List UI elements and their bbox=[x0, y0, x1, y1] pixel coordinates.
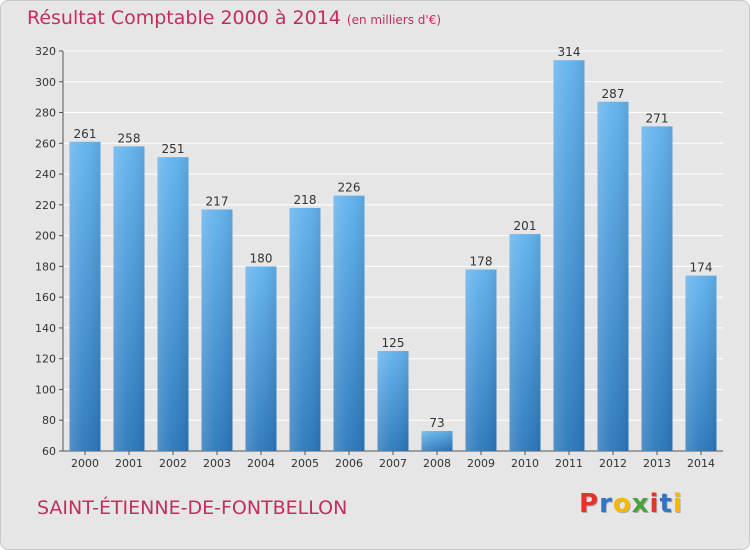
ytick-label-80: 80 bbox=[42, 414, 56, 427]
value-label-2002: 251 bbox=[162, 142, 185, 156]
bar-shine-2012 bbox=[597, 101, 629, 452]
commune-name: SAINT-ÉTIENNE-DE-FONTBELLON bbox=[37, 497, 348, 519]
bar-shine-2002 bbox=[157, 157, 189, 451]
logo-letter: t bbox=[659, 489, 673, 519]
label-layer: 60 80 100 120 140 160 180 200 220 240 260 280 300 320… bbox=[35, 45, 715, 470]
ytick-label-320: 320 bbox=[35, 45, 56, 58]
title-unit: (en milliers d'€) bbox=[346, 13, 442, 27]
bar-shine-2006 bbox=[333, 195, 365, 451]
bar-shine-2010 bbox=[509, 234, 541, 451]
value-label-2014: 174 bbox=[690, 261, 713, 275]
xtick-label-2001: 2001 bbox=[115, 457, 143, 470]
xtick-label-2004: 2004 bbox=[247, 457, 275, 470]
value-label-2003: 217 bbox=[206, 194, 229, 208]
logo-letter: r bbox=[599, 489, 613, 519]
value-label-2007: 125 bbox=[382, 336, 405, 350]
title-text: Résultat Comptable 2000 à 2014 bbox=[27, 7, 341, 29]
value-label-2009: 178 bbox=[470, 254, 493, 268]
xtick-label-2003: 2003 bbox=[203, 457, 231, 470]
bar-shine-2000 bbox=[69, 141, 101, 451]
logo-letter: P bbox=[579, 489, 600, 519]
value-label-2004: 180 bbox=[250, 251, 273, 265]
value-label-2012: 287 bbox=[602, 87, 625, 101]
xtick-label-2014: 2014 bbox=[687, 457, 715, 470]
bar-shine-2013 bbox=[641, 126, 673, 451]
ytick-label-300: 300 bbox=[35, 76, 56, 89]
bar-layer bbox=[69, 60, 717, 452]
xtick-label-2011: 2011 bbox=[555, 457, 583, 470]
bar-shine-2009 bbox=[465, 269, 497, 451]
xtick-label-2002: 2002 bbox=[159, 457, 187, 470]
value-label-2010: 201 bbox=[514, 219, 537, 233]
value-label-2005: 218 bbox=[294, 193, 317, 207]
logo-letter: x bbox=[631, 489, 650, 519]
xtick-label-2013: 2013 bbox=[643, 457, 671, 470]
ytick-label-220: 220 bbox=[35, 199, 56, 212]
logo-letter: i bbox=[672, 489, 683, 519]
bar-shine-2004 bbox=[245, 266, 277, 451]
ytick-label-260: 260 bbox=[35, 137, 56, 150]
xtick-label-2008: 2008 bbox=[423, 457, 451, 470]
bar-shine-2014 bbox=[685, 275, 717, 451]
xtick-label-2009: 2009 bbox=[467, 457, 495, 470]
ytick-label-160: 160 bbox=[35, 291, 56, 304]
xtick-label-2006: 2006 bbox=[335, 457, 363, 470]
proxiti-logo[interactable]: Proxiti bbox=[579, 489, 683, 519]
ytick-label-280: 280 bbox=[35, 107, 56, 120]
value-label-2000: 261 bbox=[74, 127, 97, 141]
chart-title: Résultat Comptable 2000 à 2014 (en millie… bbox=[27, 7, 441, 29]
ytick-label-180: 180 bbox=[35, 260, 56, 273]
xtick-label-2012: 2012 bbox=[599, 457, 627, 470]
bar-shine-2001 bbox=[113, 146, 145, 451]
ytick-label-240: 240 bbox=[35, 168, 56, 181]
bar-shine-2011 bbox=[553, 60, 585, 451]
xtick-label-2010: 2010 bbox=[511, 457, 539, 470]
logo-letter: o bbox=[612, 489, 632, 519]
xtick-label-2000: 2000 bbox=[71, 457, 99, 470]
value-label-2011: 314 bbox=[558, 45, 581, 59]
bar-shine-2003 bbox=[201, 209, 233, 451]
bar-shine-2007 bbox=[377, 351, 409, 451]
bar-shine-2008 bbox=[421, 431, 453, 451]
logo-letter: i bbox=[649, 489, 660, 519]
xtick-label-2007: 2007 bbox=[379, 457, 407, 470]
ytick-label-60: 60 bbox=[42, 445, 56, 458]
ytick-label-100: 100 bbox=[35, 383, 56, 396]
value-label-2006: 226 bbox=[338, 181, 361, 195]
xtick-label-2005: 2005 bbox=[291, 457, 319, 470]
bar-shine-2005 bbox=[289, 207, 321, 451]
value-label-2013: 271 bbox=[646, 111, 669, 125]
ytick-label-120: 120 bbox=[35, 353, 56, 366]
ytick-label-140: 140 bbox=[35, 322, 56, 335]
value-label-2001: 258 bbox=[118, 131, 141, 145]
value-label-2008: 73 bbox=[429, 416, 444, 430]
ytick-label-200: 200 bbox=[35, 230, 56, 243]
